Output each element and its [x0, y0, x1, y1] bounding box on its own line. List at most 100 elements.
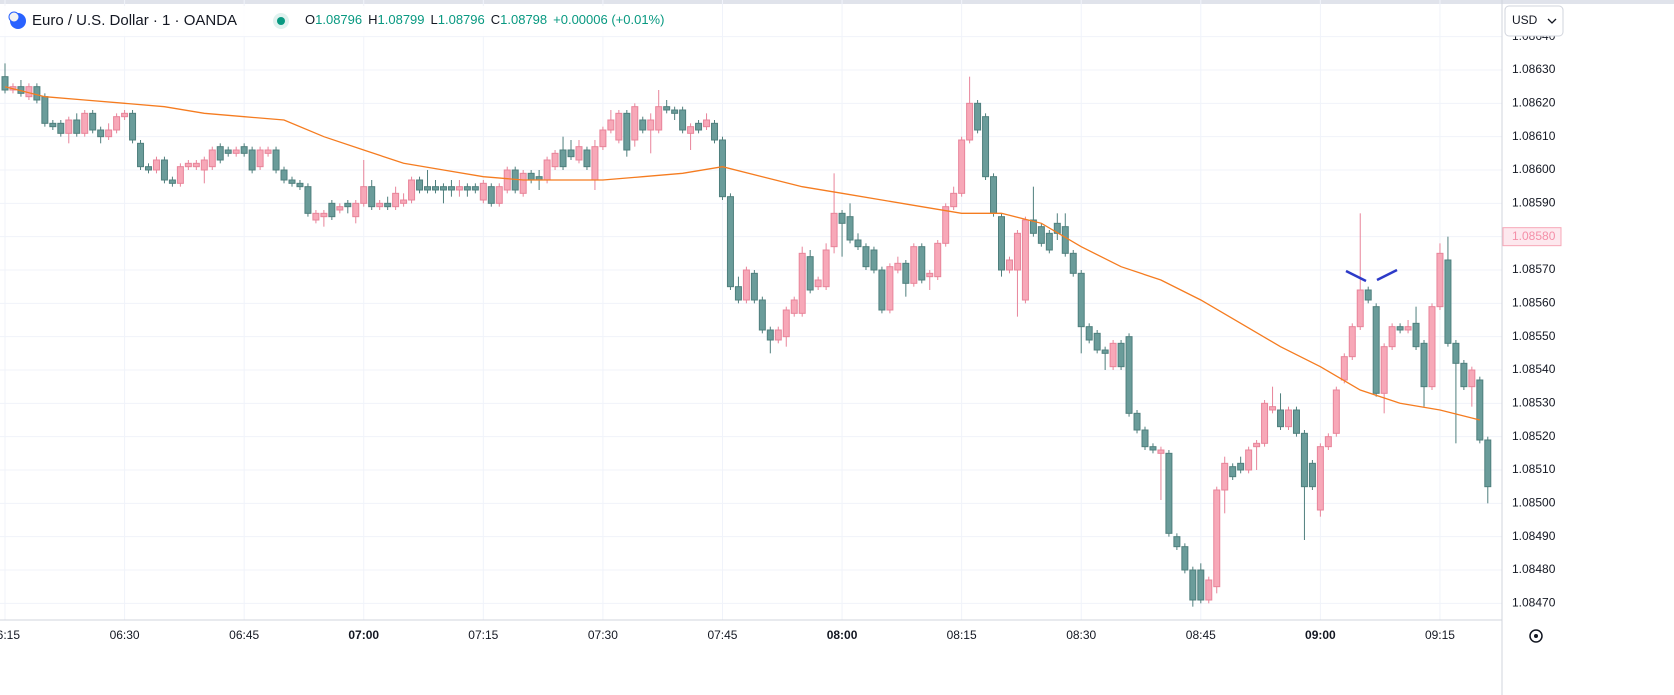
- candle-body: [1253, 442, 1261, 448]
- candle-body: [232, 149, 240, 154]
- candle-body: [774, 329, 782, 341]
- drawing-stroke: [1376, 268, 1398, 282]
- candle-body: [1013, 232, 1021, 271]
- candle-body: [551, 152, 559, 168]
- candle-body: [1300, 432, 1308, 488]
- candle-body: [1436, 252, 1444, 308]
- x-tick-label: 08:30: [1066, 628, 1096, 642]
- candle-body: [33, 86, 41, 101]
- candle-body: [1452, 342, 1460, 364]
- candle-body: [137, 142, 145, 168]
- candle-body: [455, 186, 463, 191]
- change: +0.00006 (+0.01%): [553, 12, 664, 27]
- candle-body: [527, 172, 535, 181]
- candle-body: [296, 182, 304, 188]
- candle-body: [607, 119, 615, 131]
- x-tick-label: 08:15: [947, 628, 977, 642]
- candle-body: [631, 106, 639, 141]
- candle-body: [1141, 429, 1149, 448]
- candle-body: [742, 269, 750, 301]
- candle-body: [1213, 489, 1221, 588]
- candle-body: [49, 122, 57, 128]
- drawing[interactable]: [1345, 268, 1398, 283]
- candle-body: [1308, 462, 1316, 488]
- candle-body: [695, 122, 703, 131]
- plot: [1, 63, 1492, 607]
- candle-body: [447, 186, 455, 191]
- price-label: 1.08580: [1512, 229, 1556, 243]
- candle-body: [671, 109, 679, 114]
- candle-body: [567, 149, 575, 158]
- candle-body: [846, 216, 854, 241]
- candle-body: [471, 186, 479, 191]
- ohlc-label: O: [305, 12, 315, 27]
- settings-icon[interactable]: [1529, 629, 1543, 643]
- candle-body: [1149, 446, 1157, 451]
- settings-button[interactable]: [1529, 629, 1543, 643]
- candle-body: [1229, 466, 1237, 478]
- candle-body: [726, 196, 734, 288]
- candle-body: [248, 149, 256, 171]
- candle-body: [679, 109, 687, 131]
- candle-body: [224, 149, 232, 154]
- candle-body: [966, 102, 974, 141]
- currency-button[interactable]: USD: [1504, 5, 1564, 37]
- candle-body: [336, 206, 344, 211]
- x-tick-label: 07:45: [707, 628, 737, 642]
- candle-body: [830, 212, 838, 248]
- header-bg: [0, 6, 690, 36]
- candle-body: [1428, 306, 1436, 388]
- candle-body: [623, 112, 631, 151]
- candle-body: [958, 139, 966, 194]
- candle-body: [1284, 409, 1292, 428]
- candle-body: [105, 129, 113, 138]
- candle-body: [1077, 272, 1085, 328]
- y-tick-label: 1.08480: [1512, 562, 1556, 576]
- y-tick-label: 1.08530: [1512, 396, 1556, 410]
- candle-body: [288, 179, 296, 184]
- candle-body: [129, 112, 137, 141]
- top-border: [0, 0, 1674, 4]
- candle-body: [806, 256, 814, 291]
- x-tick-label: 07:15: [468, 628, 498, 642]
- candle-body: [615, 112, 623, 141]
- candle-body: [1045, 232, 1053, 251]
- price-label-box: [1502, 227, 1562, 247]
- x-tick-label: 06:15: [0, 628, 20, 642]
- candle-body: [89, 112, 97, 131]
- y-tick-label: 1.08620: [1512, 96, 1556, 110]
- candle-body: [400, 199, 408, 204]
- currency-box[interactable]: [1504, 5, 1564, 37]
- candle-body: [1093, 332, 1101, 351]
- candle-body: [1133, 412, 1141, 431]
- candle-body: [902, 262, 910, 284]
- candle-body: [1021, 219, 1029, 301]
- candle-body: [583, 149, 591, 168]
- candle-body: [463, 186, 471, 191]
- candle-body: [479, 182, 487, 201]
- candle-body: [360, 186, 368, 204]
- candle-body: [750, 272, 758, 301]
- y-tick-label: 1.08550: [1512, 329, 1556, 343]
- candle-body: [1181, 546, 1189, 571]
- candle-body: [376, 202, 384, 208]
- candle-body: [1444, 259, 1452, 344]
- candle-body: [982, 116, 990, 178]
- candle-body: [1460, 362, 1468, 388]
- status-dot: [277, 17, 285, 25]
- drawing-stroke: [1345, 269, 1367, 283]
- symbol-title: Euro / U.S. Dollar · 1 · OANDA: [32, 12, 237, 29]
- candle-body: [344, 202, 352, 208]
- candle-body: [758, 299, 766, 331]
- candle-body: [1069, 252, 1077, 274]
- candle-body: [487, 186, 495, 204]
- x-tick-label: 09:00: [1305, 628, 1336, 642]
- candle-body: [1085, 326, 1093, 341]
- symbol-icon: [8, 11, 20, 23]
- candle-body: [934, 242, 942, 278]
- candle-body: [280, 169, 288, 181]
- candle-body: [599, 129, 607, 148]
- candle-body: [854, 239, 862, 248]
